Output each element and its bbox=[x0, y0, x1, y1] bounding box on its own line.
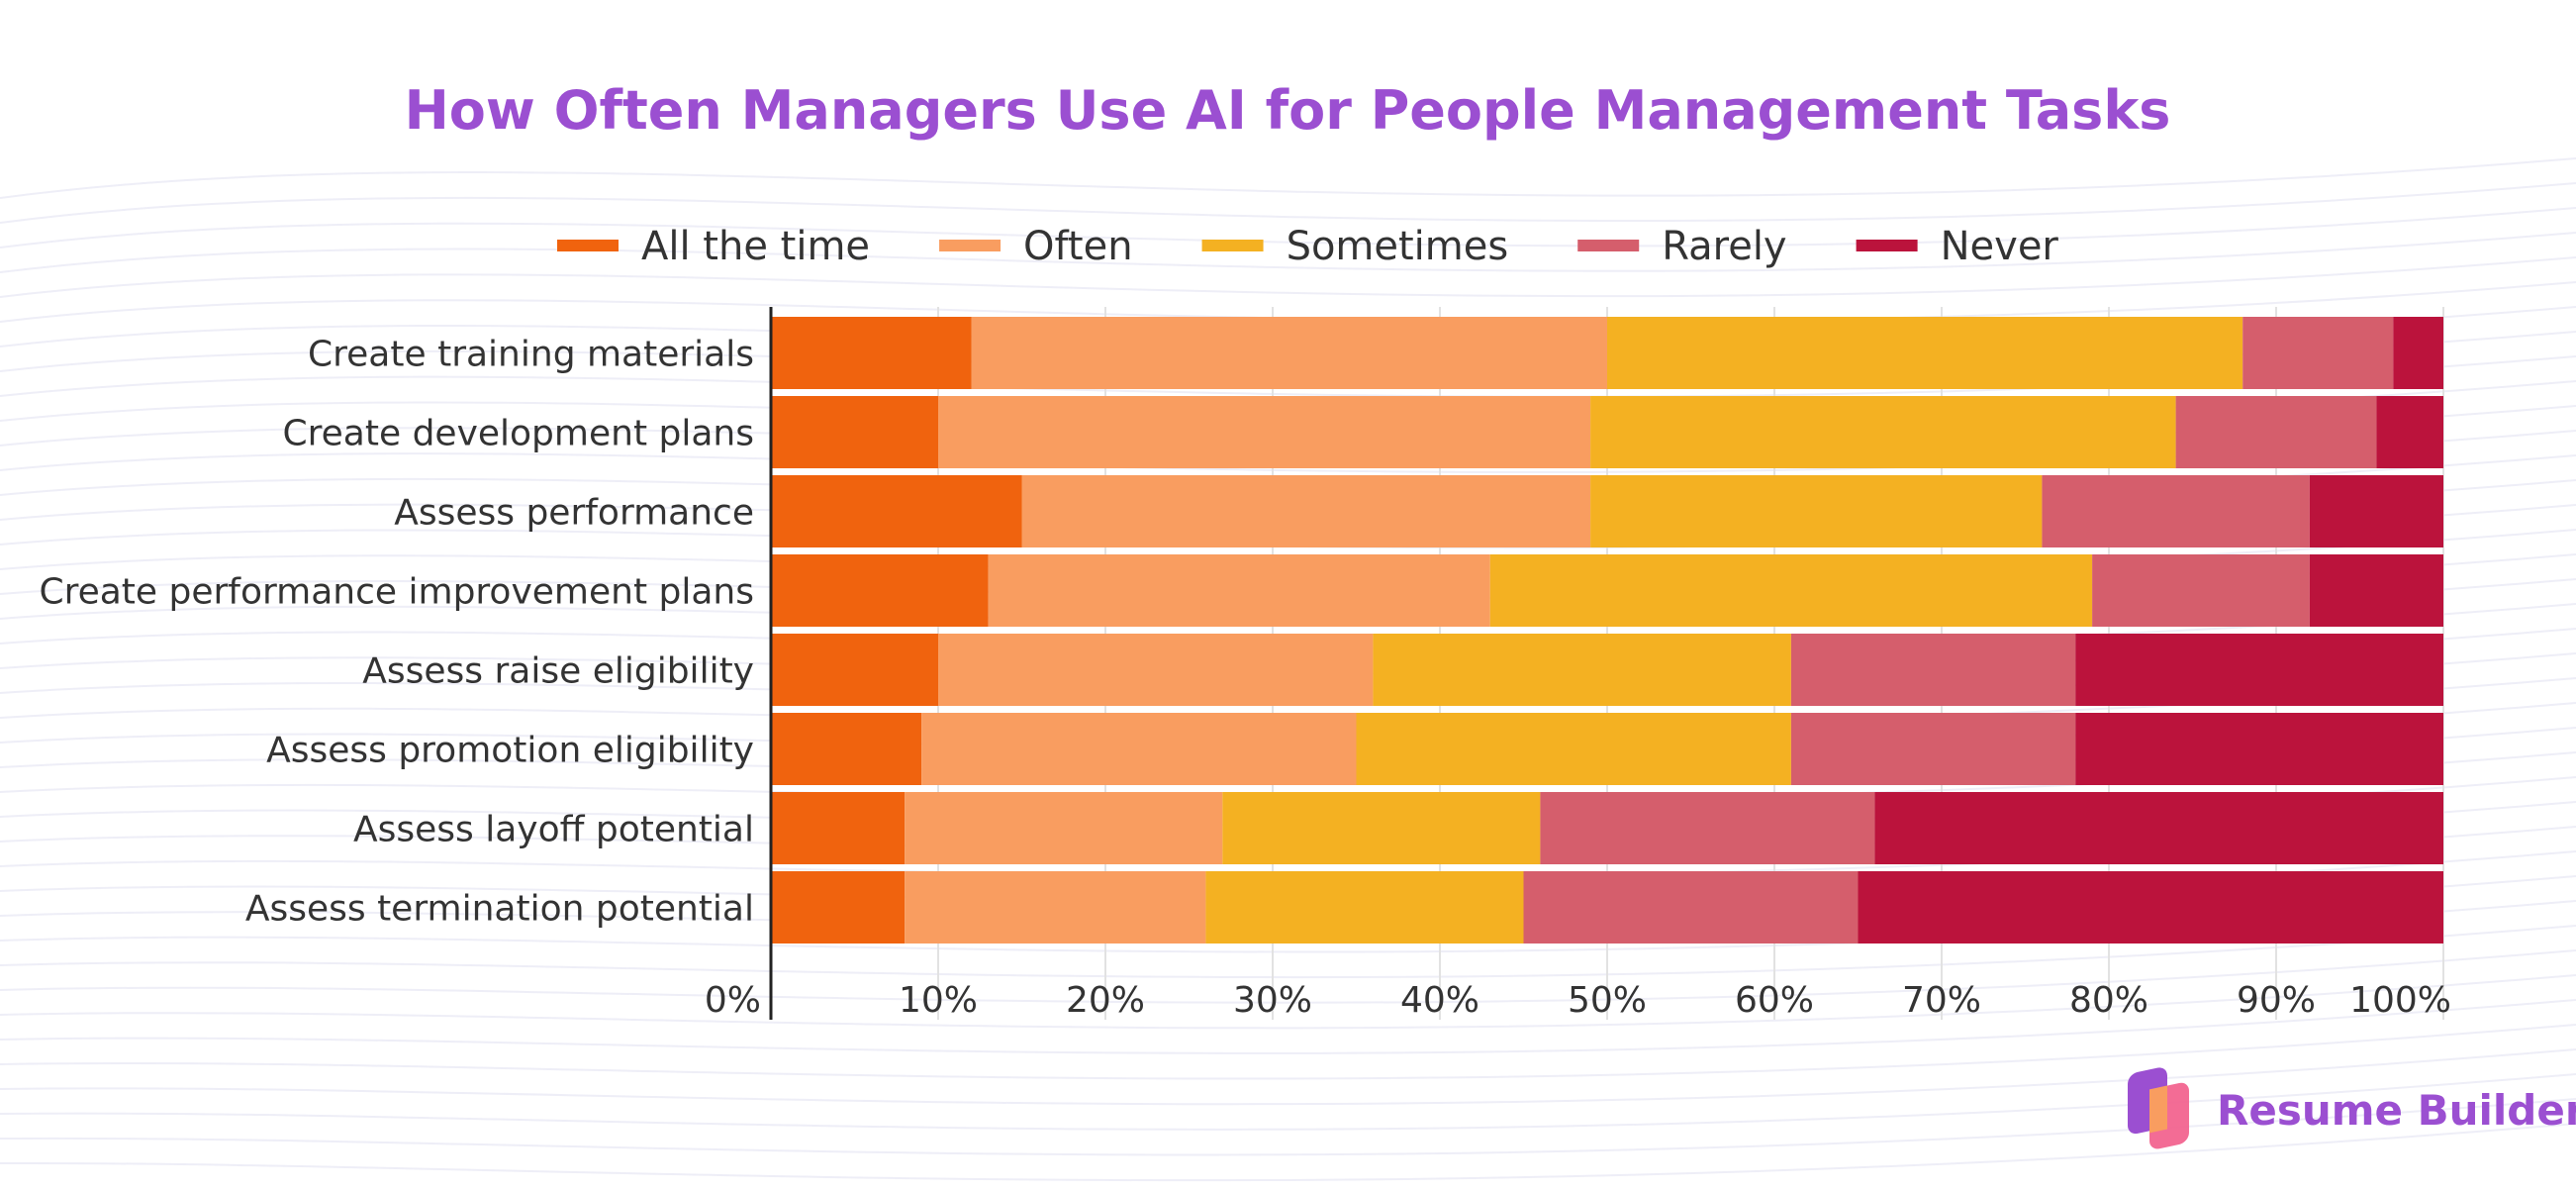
brand-name: Resume Builder bbox=[2217, 1086, 2576, 1135]
bar-segment bbox=[1205, 871, 1524, 944]
bar-segment bbox=[905, 871, 1206, 944]
legend-label: Often bbox=[1023, 224, 1133, 269]
category-label: Assess raise eligibility bbox=[362, 651, 754, 692]
bar-segment bbox=[771, 634, 938, 706]
category-label: Assess performance bbox=[394, 493, 754, 534]
wave-line bbox=[0, 949, 2576, 1004]
x-tick-label: 0% bbox=[705, 980, 761, 1021]
wave-line bbox=[0, 182, 2576, 224]
bar-segment bbox=[938, 634, 1374, 706]
category-label: Assess promotion eligibility bbox=[266, 731, 754, 771]
bar-segment bbox=[2309, 554, 2443, 627]
bar-segment bbox=[771, 871, 906, 944]
x-tick-label: 60% bbox=[1735, 980, 1814, 1021]
bar-segment bbox=[905, 792, 1223, 864]
bar-segment bbox=[2309, 475, 2443, 547]
brand-logo: Resume Builder bbox=[2128, 1067, 2576, 1149]
bar-segment bbox=[971, 317, 1607, 389]
wave-line bbox=[0, 1123, 2576, 1182]
legend-label: All the time bbox=[641, 224, 870, 269]
x-tick-label: 100% bbox=[2349, 980, 2451, 1021]
legend-label: Sometimes bbox=[1287, 224, 1509, 269]
bar-segment bbox=[771, 396, 938, 468]
x-tick-label: 40% bbox=[1400, 980, 1479, 1021]
x-tick-label: 50% bbox=[1568, 980, 1647, 1021]
bar-segment bbox=[1790, 713, 2076, 785]
bar-segment bbox=[2393, 317, 2443, 389]
bar-segment bbox=[2075, 634, 2443, 706]
bar-segment bbox=[1590, 396, 2176, 468]
bar-segment bbox=[921, 713, 1357, 785]
resume-builder-logo-icon bbox=[2128, 1067, 2189, 1149]
bar-segment bbox=[771, 554, 989, 627]
wave-line bbox=[0, 974, 2576, 1030]
wave-line bbox=[0, 207, 2576, 248]
legend-swatch bbox=[939, 240, 1002, 251]
legend-label: Rarely bbox=[1662, 224, 1786, 269]
bar-segment bbox=[771, 792, 906, 864]
bar-segment bbox=[988, 554, 1490, 627]
x-tick-label: 30% bbox=[1233, 980, 1312, 1021]
wave-line bbox=[0, 157, 2576, 199]
wave-line bbox=[0, 232, 2576, 273]
legend-swatch bbox=[557, 240, 619, 251]
wave-line bbox=[0, 281, 2576, 323]
bar-segment bbox=[1874, 792, 2443, 864]
bar-segment bbox=[1790, 634, 2076, 706]
legend-swatch bbox=[1856, 240, 1918, 251]
legend-label: Never bbox=[1941, 224, 2059, 269]
wave-line bbox=[0, 999, 2576, 1054]
chart-title: How Often Managers Use AI for People Man… bbox=[405, 79, 2171, 142]
bar-segment bbox=[1373, 634, 1791, 706]
category-label: Assess layoff potential bbox=[353, 810, 754, 850]
wave-line bbox=[0, 1024, 2576, 1080]
wave-line bbox=[0, 1048, 2576, 1106]
bar-segment bbox=[1021, 475, 1591, 547]
x-tick-label: 80% bbox=[2069, 980, 2148, 1021]
bar-segment bbox=[1590, 475, 2043, 547]
bar-segment bbox=[1523, 871, 1859, 944]
wave-line bbox=[0, 256, 2576, 298]
bar-segment bbox=[1222, 792, 1541, 864]
bar-segment bbox=[1540, 792, 1875, 864]
bar-segment bbox=[1858, 871, 2443, 944]
category-label: Create training materials bbox=[308, 335, 754, 375]
bar-segment bbox=[2092, 554, 2310, 627]
bar-segment bbox=[2075, 713, 2443, 785]
x-axis-ticks: 0% 10% 20% 30% 40% 50% 60% 70% 80% 90% 100% bbox=[705, 980, 2451, 1021]
x-tick-label: 20% bbox=[1066, 980, 1145, 1021]
bars bbox=[771, 317, 2443, 944]
wave-line bbox=[0, 925, 2576, 979]
bar-segment bbox=[771, 317, 972, 389]
bar-segment bbox=[938, 396, 1591, 468]
bar-segment bbox=[1356, 713, 1791, 785]
bar-segment bbox=[1607, 317, 2243, 389]
x-tick-label: 70% bbox=[1902, 980, 1981, 1021]
bar-segment bbox=[2242, 317, 2394, 389]
category-label: Create performance improvement plans bbox=[39, 572, 754, 613]
bar-segment bbox=[2376, 396, 2443, 468]
legend-swatch bbox=[1201, 240, 1264, 251]
category-labels: Create training materials Create developm… bbox=[39, 335, 754, 930]
wave-line bbox=[0, 1098, 2576, 1156]
x-tick-label: 10% bbox=[899, 980, 978, 1021]
bar-segment bbox=[771, 713, 922, 785]
category-label: Assess termination potential bbox=[245, 889, 754, 930]
x-tick-label: 90% bbox=[2237, 980, 2316, 1021]
wave-line bbox=[0, 1073, 2576, 1131]
category-label: Create development plans bbox=[283, 414, 754, 454]
bar-segment bbox=[771, 475, 1022, 547]
bar-segment bbox=[2175, 396, 2377, 468]
legend: All the time Often Sometimes Rarely Never bbox=[557, 224, 2058, 269]
bar-segment bbox=[1489, 554, 2093, 627]
bar-segment bbox=[2042, 475, 2310, 547]
legend-swatch bbox=[1577, 240, 1640, 251]
